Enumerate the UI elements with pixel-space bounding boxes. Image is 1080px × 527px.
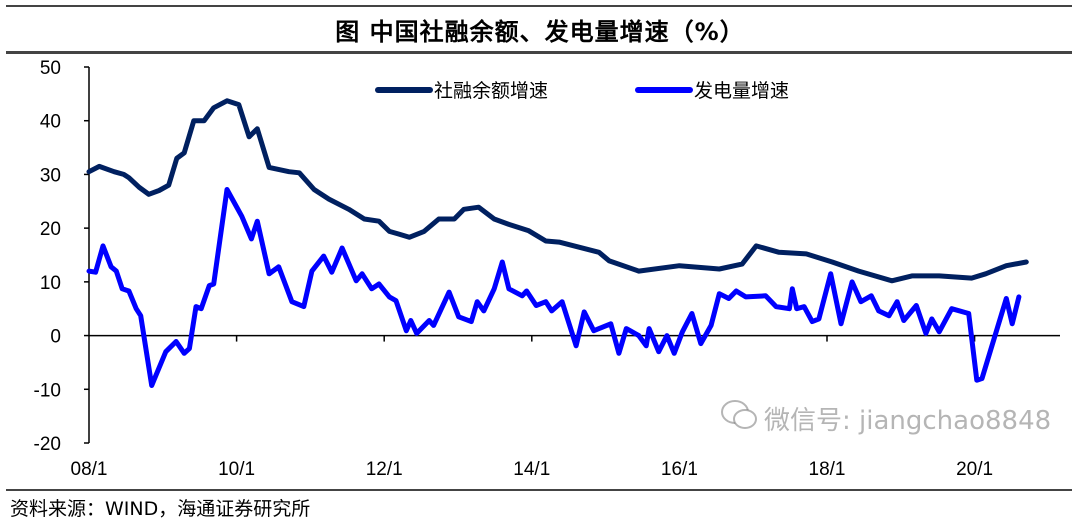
y-tick-label: 50 <box>40 58 61 79</box>
watermark: 微信号: jiangchao8848 <box>720 398 1051 439</box>
x-tick-label: 18/1 <box>809 459 846 480</box>
x-tick-label: 16/1 <box>661 459 698 480</box>
y-tick-label: 0 <box>50 327 61 348</box>
y-tick-label: 30 <box>40 165 61 186</box>
watermark-text: 微信号: jiangchao8848 <box>764 406 1052 436</box>
series-line-power-generation <box>86 187 1022 388</box>
y-tick-label: -10 <box>34 380 61 401</box>
x-tick-label: 20/1 <box>956 459 993 480</box>
wechat-icon <box>720 398 758 439</box>
source-note: 资料来源：WIND，海通证券研究所 <box>10 498 311 520</box>
x-tick-label: 12/1 <box>366 459 403 480</box>
y-tick-label: 40 <box>40 112 61 133</box>
y-tick-label: 10 <box>40 273 61 294</box>
legend-label-power-generation: 发电量增速 <box>694 80 789 102</box>
x-tick-label: 14/1 <box>513 459 550 480</box>
legend: 社融余额增速 发电量增速 <box>375 80 789 102</box>
x-tick-label: 08/1 <box>71 459 108 480</box>
title-rule <box>6 51 1072 54</box>
legend-label-social-financing: 社融余额增速 <box>434 80 548 102</box>
y-tick-label: 20 <box>40 219 61 240</box>
y-tick-label: -20 <box>34 434 61 455</box>
series-lines <box>86 98 1029 388</box>
top-rule <box>6 5 1072 7</box>
x-tick-label: 10/1 <box>218 459 255 480</box>
axes: 50 40 30 20 10 0 -10 -20 08/1 10/1 12/1 14/1 16/1 18/… <box>34 58 1060 480</box>
bottom-rule <box>6 489 1072 491</box>
chart-title: 图 中国社融余额、发电量增速（%） <box>335 18 745 46</box>
